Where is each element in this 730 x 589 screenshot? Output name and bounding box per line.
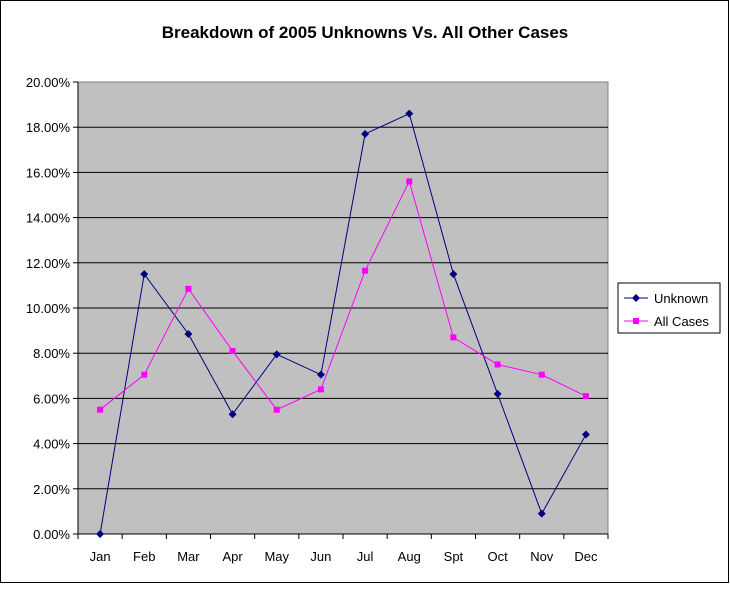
y-tick-label: 2.00% — [33, 482, 70, 497]
data-point — [582, 393, 589, 400]
legend-marker — [632, 294, 640, 302]
chart-title: Breakdown of 2005 Unknowns Vs. All Other… — [162, 23, 569, 42]
y-axis-ticks: 0.00% 2.00% 4.00% 6.00% 8.00% 10.00% 12.00% 14.… — [26, 75, 78, 542]
legend-box — [617, 282, 721, 334]
x-tick-label: Dec — [574, 549, 598, 564]
gridlines — [78, 126, 608, 490]
data-point — [228, 410, 237, 419]
data-point — [185, 285, 192, 292]
data-point — [184, 329, 193, 338]
data-point — [97, 406, 104, 413]
legend-label: Unknown — [654, 291, 708, 306]
data-point — [406, 178, 413, 185]
series-unknown — [96, 109, 590, 538]
data-point — [316, 370, 325, 379]
y-tick-label: 4.00% — [33, 437, 70, 452]
series-line — [99, 180, 587, 411]
y-tick-label: 20.00% — [26, 75, 71, 90]
x-tick-label: Jul — [357, 549, 374, 564]
data-point — [537, 509, 546, 518]
data-point — [450, 334, 457, 341]
y-tick-label: 8.00% — [33, 346, 70, 361]
data-point — [493, 389, 502, 398]
data-point — [362, 267, 369, 274]
x-tick-label: Oct — [487, 549, 508, 564]
y-tick-label: 18.00% — [26, 120, 71, 135]
data-point — [361, 129, 370, 138]
legend-label: All Cases — [654, 314, 709, 329]
y-tick-label: 16.00% — [26, 165, 71, 180]
data-point — [405, 109, 414, 118]
x-tick-label: Aug — [398, 549, 421, 564]
x-tick-label: Nov — [530, 549, 554, 564]
data-point — [140, 270, 149, 279]
x-tick-label: Jun — [310, 549, 331, 564]
series-group — [96, 109, 590, 538]
data-point — [317, 386, 324, 393]
data-point — [581, 430, 590, 439]
y-tick-label: 12.00% — [26, 256, 71, 271]
legend: Unknown All Cases — [617, 282, 721, 334]
x-axis-ticks: Jan Feb Mar Apr May Jun Jul Aug Spt Oct Nov Dec — [77, 534, 609, 564]
data-point — [272, 350, 281, 359]
y-tick-label: 0.00% — [33, 527, 70, 542]
data-point — [229, 347, 236, 354]
plot-area: 0.00% 2.00% 4.00% 6.00% 8.00% 10.00% 12.00% 14.… — [26, 75, 609, 564]
series-all-cases — [97, 178, 589, 413]
data-point — [494, 361, 501, 368]
x-tick-label: Jan — [90, 549, 111, 564]
data-point — [538, 371, 545, 378]
data-point — [273, 406, 280, 413]
data-point — [141, 371, 148, 378]
y-tick-label: 10.00% — [26, 301, 71, 316]
y-tick-label: 14.00% — [26, 211, 71, 226]
x-tick-label: Spt — [444, 549, 464, 564]
x-tick-label: Mar — [177, 549, 200, 564]
data-point — [96, 530, 105, 538]
y-tick-label: 6.00% — [33, 391, 70, 406]
legend-marker — [633, 318, 639, 324]
x-tick-label: Apr — [222, 549, 243, 564]
data-point — [449, 270, 458, 279]
x-tick-label: Feb — [133, 549, 155, 564]
series-line — [99, 112, 587, 535]
x-tick-label: May — [264, 549, 289, 564]
